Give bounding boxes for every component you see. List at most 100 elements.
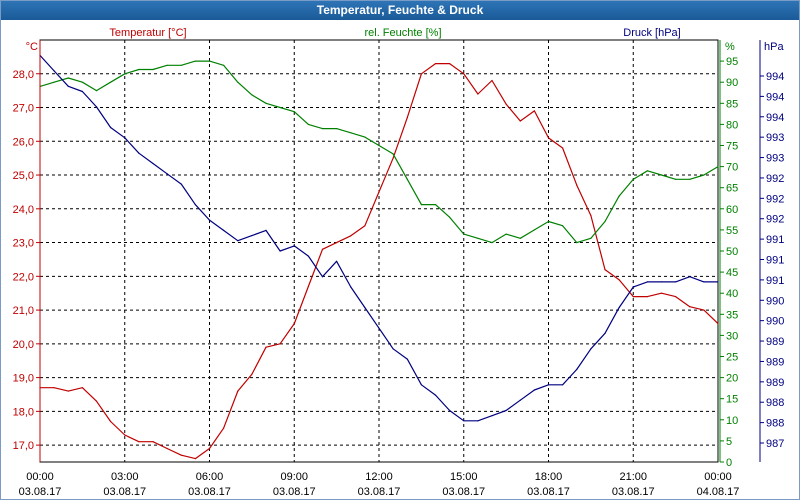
data-point-hum	[533, 229, 536, 231]
x-tick-label-time: 21:00	[619, 471, 647, 483]
data-point-press	[336, 260, 338, 262]
gridlines	[40, 40, 718, 462]
data-point-press	[110, 126, 112, 129]
data-point-press	[562, 384, 564, 386]
press-tick-label: 991	[766, 255, 784, 267]
data-point-temp	[237, 390, 239, 392]
press-tick-label: 994	[766, 112, 784, 124]
data-point-press	[618, 307, 620, 309]
hum-tick-label: 35	[726, 309, 738, 321]
data-point-temp	[420, 73, 422, 75]
data-point-hum	[279, 106, 281, 109]
data-point-hum	[67, 77, 69, 79]
data-point-temp	[81, 387, 83, 389]
data-point-temp	[533, 110, 536, 112]
hum-tick-label: 5	[726, 436, 732, 448]
data-point-hum	[223, 64, 225, 66]
hum-tick-label: 30	[726, 330, 738, 342]
x-tick-label-date: 04.08.17	[697, 486, 740, 498]
press-tick-label: 988	[766, 418, 784, 430]
data-point-temp	[223, 427, 225, 429]
data-point-press	[434, 394, 437, 396]
data-point-temp	[95, 400, 98, 402]
temp-tick-label: 17,0	[13, 440, 34, 452]
data-point-press	[547, 384, 550, 386]
data-point-hum	[491, 242, 493, 244]
hum-axis-title: rel. Feuchte [%]	[364, 27, 441, 39]
x-tick-label-date: 03.08.17	[103, 486, 146, 498]
data-point-temp	[67, 390, 69, 392]
press-tick-label: 990	[766, 316, 784, 328]
data-point-temp	[336, 242, 338, 244]
data-point-press	[95, 106, 98, 108]
data-point-hum	[364, 136, 366, 138]
data-point-press	[81, 90, 83, 93]
data-point-press	[251, 235, 253, 237]
press-tick-label: 990	[766, 295, 784, 307]
data-point-temp	[646, 296, 649, 298]
data-point-temp	[138, 441, 140, 443]
data-point-temp	[519, 120, 521, 122]
hum-tick-label: 55	[726, 225, 738, 237]
data-point-temp	[194, 458, 196, 460]
data-point-press	[660, 281, 663, 283]
data-point-hum	[95, 90, 98, 92]
x-tick-label-date: 03.08.17	[188, 486, 231, 498]
data-point-hum	[590, 237, 592, 239]
chart-title: Temperatur, Feuchte & Druck	[317, 3, 484, 17]
data-point-temp	[632, 296, 634, 298]
data-point-press	[293, 245, 295, 247]
press-tick-label: 989	[766, 336, 784, 348]
data-point-temp	[392, 157, 394, 159]
data-point-hum	[81, 81, 83, 83]
hum-tick-label: 45	[726, 267, 738, 279]
press-axis-title: Druck [hPa]	[623, 27, 680, 39]
data-point-press	[519, 399, 521, 401]
temp-tick-label: 20,0	[13, 339, 34, 351]
temp-tick-label: 24,0	[13, 204, 34, 216]
data-point-press	[675, 281, 677, 283]
hum-axis-ticks: 0 5 10 15 20 25 30 35 40 45 50 55 60 65 70 75 80 85 90 95	[720, 56, 738, 469]
x-axis-ticks: 00:00 03.08.17 03:00 03.08.17 06:00 03.08.17 0…	[19, 471, 740, 498]
data-point-temp	[53, 387, 55, 389]
data-point-press	[321, 276, 324, 278]
temp-tick-label: 25,0	[13, 170, 34, 182]
data-point-temp	[307, 285, 309, 287]
press-tick-label: 992	[766, 214, 784, 226]
data-point-press	[689, 276, 691, 278]
press-tick-label: 991	[766, 275, 784, 287]
press-tick-label: 987	[766, 438, 784, 450]
data-point-temp	[152, 441, 154, 443]
temp-tick-label: 22,0	[13, 271, 34, 283]
data-point-press	[307, 255, 309, 257]
data-point-press	[392, 348, 394, 350]
data-point-press	[646, 281, 649, 283]
data-point-temp	[279, 343, 281, 345]
x-tick-label-date: 03.08.17	[273, 486, 316, 498]
data-point-hum	[406, 178, 408, 180]
temp-tick-label: 19,0	[13, 373, 34, 385]
data-point-hum	[237, 81, 239, 83]
data-point-hum	[477, 237, 479, 239]
data-point-press	[533, 389, 536, 391]
data-point-press	[604, 332, 606, 334]
data-point-hum	[152, 68, 154, 71]
hum-tick-label: 95	[726, 56, 738, 68]
data-point-press	[477, 420, 479, 422]
temp-unit-label: °C	[26, 41, 38, 53]
data-point-temp	[251, 373, 253, 375]
data-point-hum	[632, 178, 634, 180]
data-point-press	[632, 286, 634, 288]
x-tick-label-time: 15:00	[450, 471, 478, 483]
data-point-temp	[576, 184, 578, 186]
press-tick-label: 992	[766, 193, 784, 205]
data-point-hum	[166, 64, 168, 66]
data-point-temp	[562, 147, 564, 149]
data-point-temp	[505, 103, 507, 105]
data-point-hum	[434, 204, 437, 206]
data-point-hum	[703, 174, 705, 176]
press-tick-label: 994	[766, 71, 784, 83]
press-tick-label: 991	[766, 234, 784, 246]
data-point-press	[53, 70, 55, 72]
